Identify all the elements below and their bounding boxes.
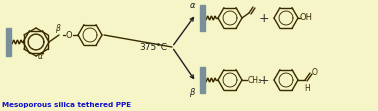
Text: +: + bbox=[259, 12, 269, 25]
Text: H: H bbox=[304, 83, 310, 92]
Text: β: β bbox=[54, 24, 59, 33]
Text: OH: OH bbox=[300, 14, 313, 23]
Text: +: + bbox=[259, 73, 269, 86]
Bar bbox=[200, 5, 204, 31]
Text: O: O bbox=[66, 31, 72, 40]
Text: Mesoporous silica tethered PPE: Mesoporous silica tethered PPE bbox=[2, 102, 131, 108]
Bar bbox=[200, 67, 204, 93]
Text: 375°C: 375°C bbox=[139, 43, 167, 52]
Text: α: α bbox=[37, 52, 42, 60]
Bar bbox=[6, 28, 11, 56]
Text: β: β bbox=[189, 87, 195, 96]
Text: O: O bbox=[312, 67, 318, 76]
Text: CH₃: CH₃ bbox=[248, 75, 262, 84]
Text: α: α bbox=[189, 2, 195, 11]
